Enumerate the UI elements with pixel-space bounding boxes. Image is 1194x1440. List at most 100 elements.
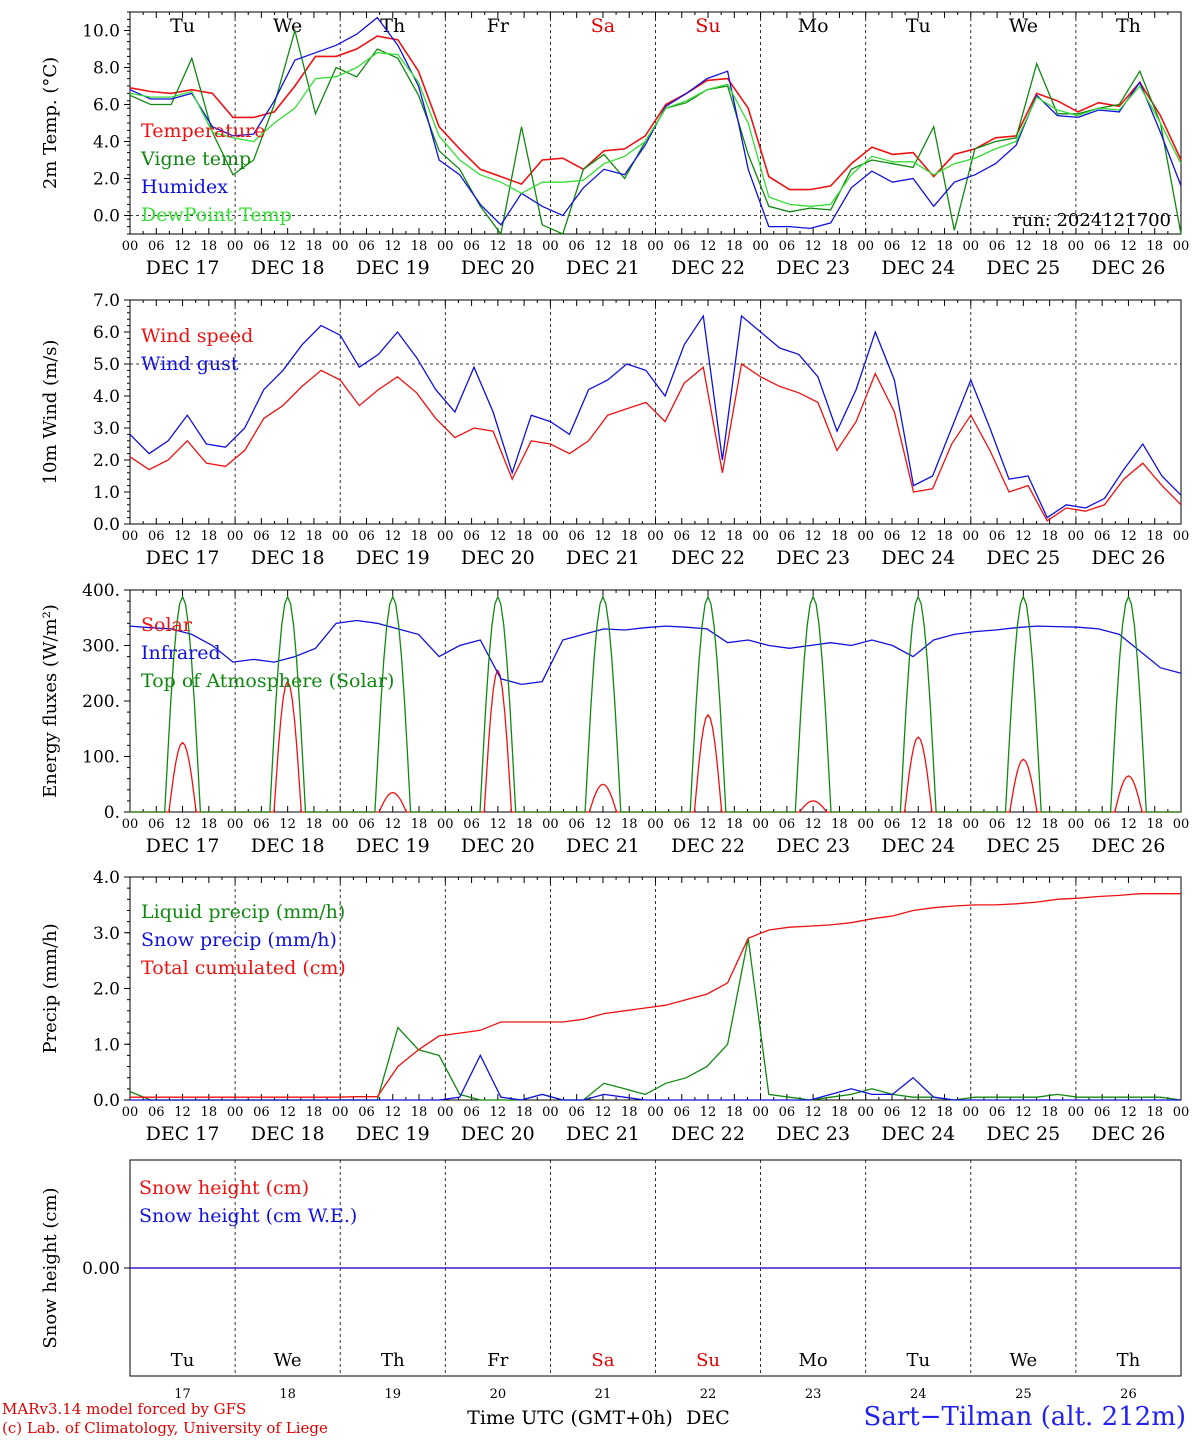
hour-label: 00 xyxy=(437,1105,454,1120)
weekday-label: Th xyxy=(1116,15,1141,37)
hour-label: 00 xyxy=(1173,817,1190,832)
date-label: DEC 24 xyxy=(881,1123,955,1145)
hour-label: 12 xyxy=(174,239,191,254)
hour-label: 18 xyxy=(516,529,533,544)
y-tick-label: 2.0 xyxy=(93,451,120,471)
hour-label: 18 xyxy=(831,817,848,832)
hour-label: 12 xyxy=(279,239,296,254)
hour-label: 12 xyxy=(910,529,927,544)
hour-label: 00 xyxy=(332,529,349,544)
hour-label: 18 xyxy=(831,1105,848,1120)
hour-label: 06 xyxy=(1094,529,1111,544)
hour-label: 18 xyxy=(1146,239,1163,254)
run-label: run: 2024121700 xyxy=(1013,210,1171,231)
hour-label: 12 xyxy=(595,1105,612,1120)
hour-label: 18 xyxy=(1041,1105,1058,1120)
weekday-label: Fr xyxy=(487,15,510,37)
day-number-label: 26 xyxy=(1120,1387,1137,1402)
hour-label: 00 xyxy=(437,817,454,832)
hour-label: 00 xyxy=(1173,529,1190,544)
hour-label: 12 xyxy=(700,529,717,544)
y-tick-label: 3.0 xyxy=(93,924,120,944)
weekday-label: We xyxy=(1009,15,1038,37)
day-number-label: 23 xyxy=(805,1387,822,1402)
hour-label: 18 xyxy=(1041,817,1058,832)
x-axis-month: DEC xyxy=(686,1407,730,1429)
hour-label: 06 xyxy=(989,1105,1006,1120)
hour-label: 18 xyxy=(936,817,953,832)
date-label: DEC 26 xyxy=(1092,547,1166,569)
y-tick-label: 200. xyxy=(82,692,120,712)
panel-4: 0.0 1.0 2.0 3.0 4.0 Precip (mm/h) 00 06 12 18 00 06… xyxy=(40,868,1189,1145)
y-tick-label: 6.0 xyxy=(93,96,120,116)
hour-label: 18 xyxy=(516,1105,533,1120)
date-label: DEC 25 xyxy=(986,257,1060,279)
hour-label: 00 xyxy=(963,817,980,832)
hour-label: 12 xyxy=(279,1105,296,1120)
hour-label: 12 xyxy=(805,239,822,254)
hour-label: 06 xyxy=(884,239,901,254)
hour-label: 06 xyxy=(358,239,375,254)
hour-label: 12 xyxy=(174,1105,191,1120)
y-tick-label: 2.0 xyxy=(93,980,120,1000)
weekday-label: Mo xyxy=(799,1350,828,1371)
y-tick-label: 1.0 xyxy=(93,1035,120,1055)
date-label: DEC 26 xyxy=(1092,1123,1166,1145)
site-title: Sart−Tilman (alt. 212m) xyxy=(863,1402,1186,1432)
hour-label: 12 xyxy=(910,1105,927,1120)
day-number-label: 25 xyxy=(1015,1387,1032,1402)
hour-label: 06 xyxy=(674,239,691,254)
legend-entry: Wind gust xyxy=(141,353,239,375)
y-tick-label: 0.00 xyxy=(82,1259,120,1279)
hour-label: 00 xyxy=(437,239,454,254)
hour-label: 06 xyxy=(253,817,270,832)
date-label: DEC 22 xyxy=(671,257,745,279)
hour-label: 18 xyxy=(306,239,323,254)
hour-label: 12 xyxy=(1120,529,1137,544)
hour-label: 06 xyxy=(358,1105,375,1120)
date-label: DEC 23 xyxy=(776,835,850,857)
hour-label: 00 xyxy=(437,529,454,544)
hour-label: 00 xyxy=(963,529,980,544)
date-label: DEC 19 xyxy=(356,1123,430,1145)
date-label: DEC 17 xyxy=(146,835,220,857)
hour-label: 18 xyxy=(1041,529,1058,544)
date-label: DEC 18 xyxy=(251,547,325,569)
hour-label: 00 xyxy=(122,529,139,544)
legend-entry: Snow height (cm W.E.) xyxy=(139,1205,357,1227)
hour-label: 06 xyxy=(463,239,480,254)
hour-label: 18 xyxy=(411,1105,428,1120)
hour-label: 18 xyxy=(726,1105,743,1120)
legend-entry: Infrared xyxy=(141,642,221,664)
hour-label: 18 xyxy=(936,1105,953,1120)
hour-label: 00 xyxy=(1068,239,1085,254)
hour-label: 00 xyxy=(1068,529,1085,544)
hour-label: 06 xyxy=(253,1105,270,1120)
date-label: DEC 20 xyxy=(461,1123,535,1145)
legend-entry: Wind speed xyxy=(141,325,253,347)
hour-label: 00 xyxy=(1173,1105,1190,1120)
weekday-label: Mo xyxy=(798,15,829,37)
hour-label: 18 xyxy=(411,817,428,832)
date-label: DEC 23 xyxy=(776,257,850,279)
hour-label: 00 xyxy=(122,1105,139,1120)
hour-label: 18 xyxy=(726,239,743,254)
legend-entry: Humidex xyxy=(141,176,228,198)
hour-label: 12 xyxy=(1015,1105,1032,1120)
hour-label: 18 xyxy=(936,529,953,544)
hour-label: 06 xyxy=(148,239,165,254)
hour-label: 00 xyxy=(122,817,139,832)
date-label: DEC 26 xyxy=(1092,257,1166,279)
hour-label: 12 xyxy=(384,239,401,254)
hour-label: 00 xyxy=(542,1105,559,1120)
date-label: DEC 20 xyxy=(461,835,535,857)
date-label: DEC 22 xyxy=(671,1123,745,1145)
hour-label: 12 xyxy=(595,817,612,832)
date-label: DEC 23 xyxy=(776,1123,850,1145)
legend-entry: Top of Atmosphere (Solar) xyxy=(141,670,394,692)
hour-label: 00 xyxy=(752,817,769,832)
weekday-label: Tu xyxy=(170,15,195,37)
y-tick-label: 3.0 xyxy=(93,419,120,439)
hour-label: 12 xyxy=(910,239,927,254)
day-number-label: 21 xyxy=(595,1387,612,1402)
